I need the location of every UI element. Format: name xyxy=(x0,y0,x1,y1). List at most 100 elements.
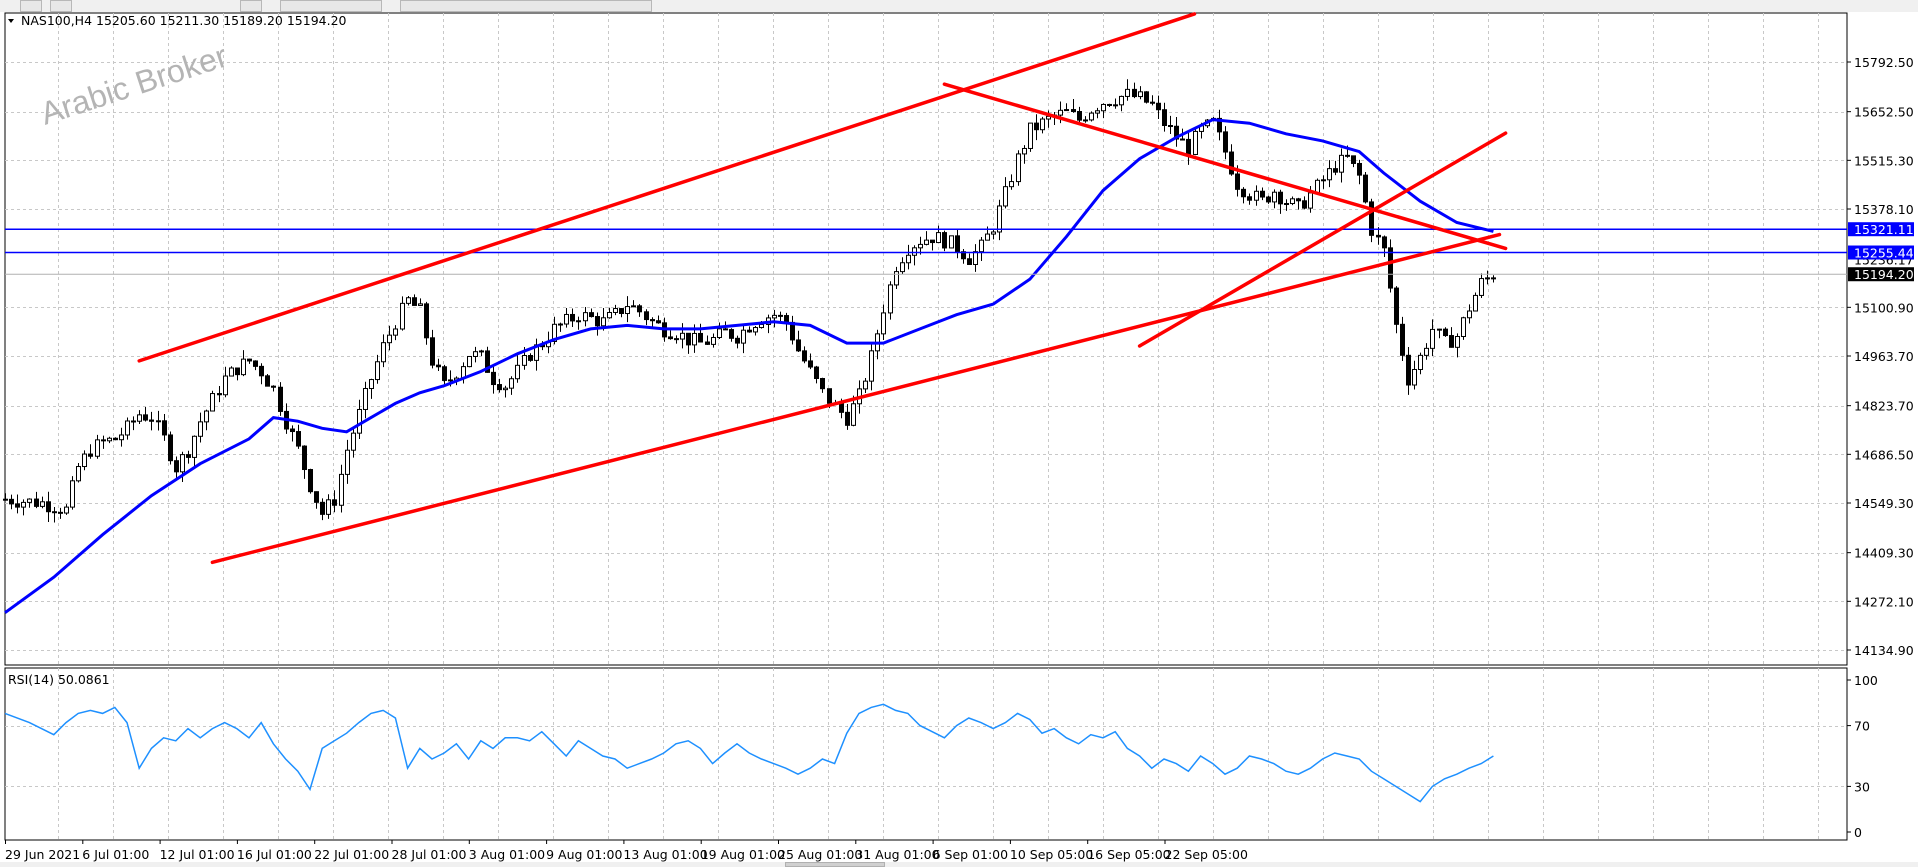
rsi-tick-label: 70 xyxy=(1854,719,1870,734)
scrollbar-thumb[interactable] xyxy=(785,862,885,867)
candle-body xyxy=(1223,131,1228,153)
candle-body xyxy=(1272,191,1277,203)
candle-body xyxy=(393,328,398,336)
resistance-down-trendline xyxy=(942,82,1508,251)
candle-body xyxy=(1430,328,1435,349)
toolbar-button[interactable] xyxy=(400,0,652,12)
price-tick-label: 15515.30 xyxy=(1854,153,1914,168)
support-up-trendline xyxy=(1137,131,1508,348)
dropdown-arrow-icon[interactable] xyxy=(8,19,14,23)
candle-body xyxy=(430,337,435,366)
candle-body xyxy=(625,306,630,315)
candle-body xyxy=(888,284,893,314)
candle-body xyxy=(576,320,581,323)
candle-body xyxy=(705,341,710,345)
candle-body xyxy=(1034,122,1039,131)
candle-body xyxy=(1132,88,1137,98)
price-tick-label: 15652.50 xyxy=(1854,105,1914,120)
candle-body xyxy=(497,384,502,391)
time-axis: 29 Jun 2021 6 Jul 01:00 12 Jul 01:00 16 Jul… xyxy=(5,840,1248,862)
candle-body xyxy=(741,329,746,344)
candle-body xyxy=(1217,117,1222,133)
candle-body xyxy=(265,375,270,387)
candle-body xyxy=(747,329,752,333)
candle-body xyxy=(1266,196,1271,203)
price-tick-label: 14963.70 xyxy=(1854,349,1914,364)
candle-body xyxy=(723,328,728,331)
candle-body xyxy=(522,355,527,366)
candle-body xyxy=(326,499,331,515)
candle-body xyxy=(650,319,655,322)
rsi-label: RSI(14) 50.0861 xyxy=(8,672,110,687)
candle-body xyxy=(82,453,87,468)
toolbar-button[interactable] xyxy=(240,0,262,12)
candle-body xyxy=(619,308,624,315)
candle-body xyxy=(1089,112,1094,121)
chart-canvas[interactable]: Arabic Broker 15792.5015652.5015515.3015… xyxy=(0,12,1918,867)
candle-body xyxy=(778,314,783,317)
candle-body xyxy=(1491,277,1496,280)
candle-body xyxy=(1168,125,1173,128)
horizontal-scrollbar[interactable] xyxy=(0,862,1918,867)
candle-body xyxy=(467,355,472,368)
candle-body xyxy=(1156,102,1161,111)
price-tick-label: 14686.50 xyxy=(1854,447,1914,462)
toolbar-button[interactable] xyxy=(50,0,72,12)
candle-body xyxy=(735,337,740,344)
candle-body xyxy=(131,420,136,423)
candle-body xyxy=(1449,335,1454,348)
candle-body xyxy=(229,367,234,377)
price-axis: 15792.50 15652.50 15515.30 15378.10 15100.90… xyxy=(1847,55,1914,658)
candle-body xyxy=(601,317,606,327)
candle-body xyxy=(1321,179,1326,182)
candle-body xyxy=(88,453,93,457)
candle-body xyxy=(1174,125,1179,140)
candle-body xyxy=(46,501,51,513)
price-tick-label: 14823.70 xyxy=(1854,399,1914,414)
time-tick-label: 6 Sep 01:00 xyxy=(933,847,1009,862)
candle-body xyxy=(3,498,8,501)
candle-body xyxy=(15,503,20,508)
candle-body xyxy=(845,411,850,426)
candle-body xyxy=(1119,95,1124,106)
time-tick-label: 6 Jul 01:00 xyxy=(82,847,149,862)
price-tag xyxy=(1848,267,1914,282)
candle-body xyxy=(418,303,423,306)
candle-body xyxy=(1284,203,1289,206)
candle-body xyxy=(595,316,600,327)
candle-body xyxy=(589,312,594,318)
candle-body xyxy=(1095,110,1100,114)
candle-body xyxy=(918,243,923,249)
candle-body xyxy=(528,355,533,361)
candle-body xyxy=(1193,130,1198,155)
toolbar-button[interactable] xyxy=(280,0,382,12)
candle-body xyxy=(759,323,764,329)
candle-body xyxy=(1369,201,1374,236)
chart-window[interactable]: Arabic Broker 15792.50 15652.50 15515.30 15… xyxy=(0,12,1918,867)
candle-body xyxy=(125,420,130,436)
candle-body xyxy=(1260,190,1265,198)
candle-body xyxy=(924,239,929,245)
candle-body xyxy=(235,367,240,376)
price-tag-label: 15321.11 xyxy=(1854,222,1914,237)
candle-body xyxy=(997,205,1002,233)
candle-body xyxy=(162,420,167,436)
candle-body xyxy=(1296,198,1301,202)
candle-body xyxy=(656,320,661,324)
candle-body xyxy=(796,339,801,352)
toolbar-button[interactable] xyxy=(20,0,42,12)
candle-body xyxy=(680,332,685,340)
candle-body xyxy=(40,501,45,507)
candle-body xyxy=(442,366,447,381)
candle-body xyxy=(1180,138,1185,141)
time-tick-label: 3 Aug 01:00 xyxy=(469,847,545,862)
rsi-tick-label: 30 xyxy=(1854,779,1870,794)
candle-body xyxy=(174,460,179,473)
candle-body xyxy=(271,385,276,388)
candle-body xyxy=(400,302,405,330)
candle-body xyxy=(345,449,350,475)
candle-body xyxy=(686,332,691,346)
time-tick-label: 22 Sep 05:00 xyxy=(1165,847,1248,862)
candle-body xyxy=(448,379,453,382)
candle-body xyxy=(1437,328,1442,331)
